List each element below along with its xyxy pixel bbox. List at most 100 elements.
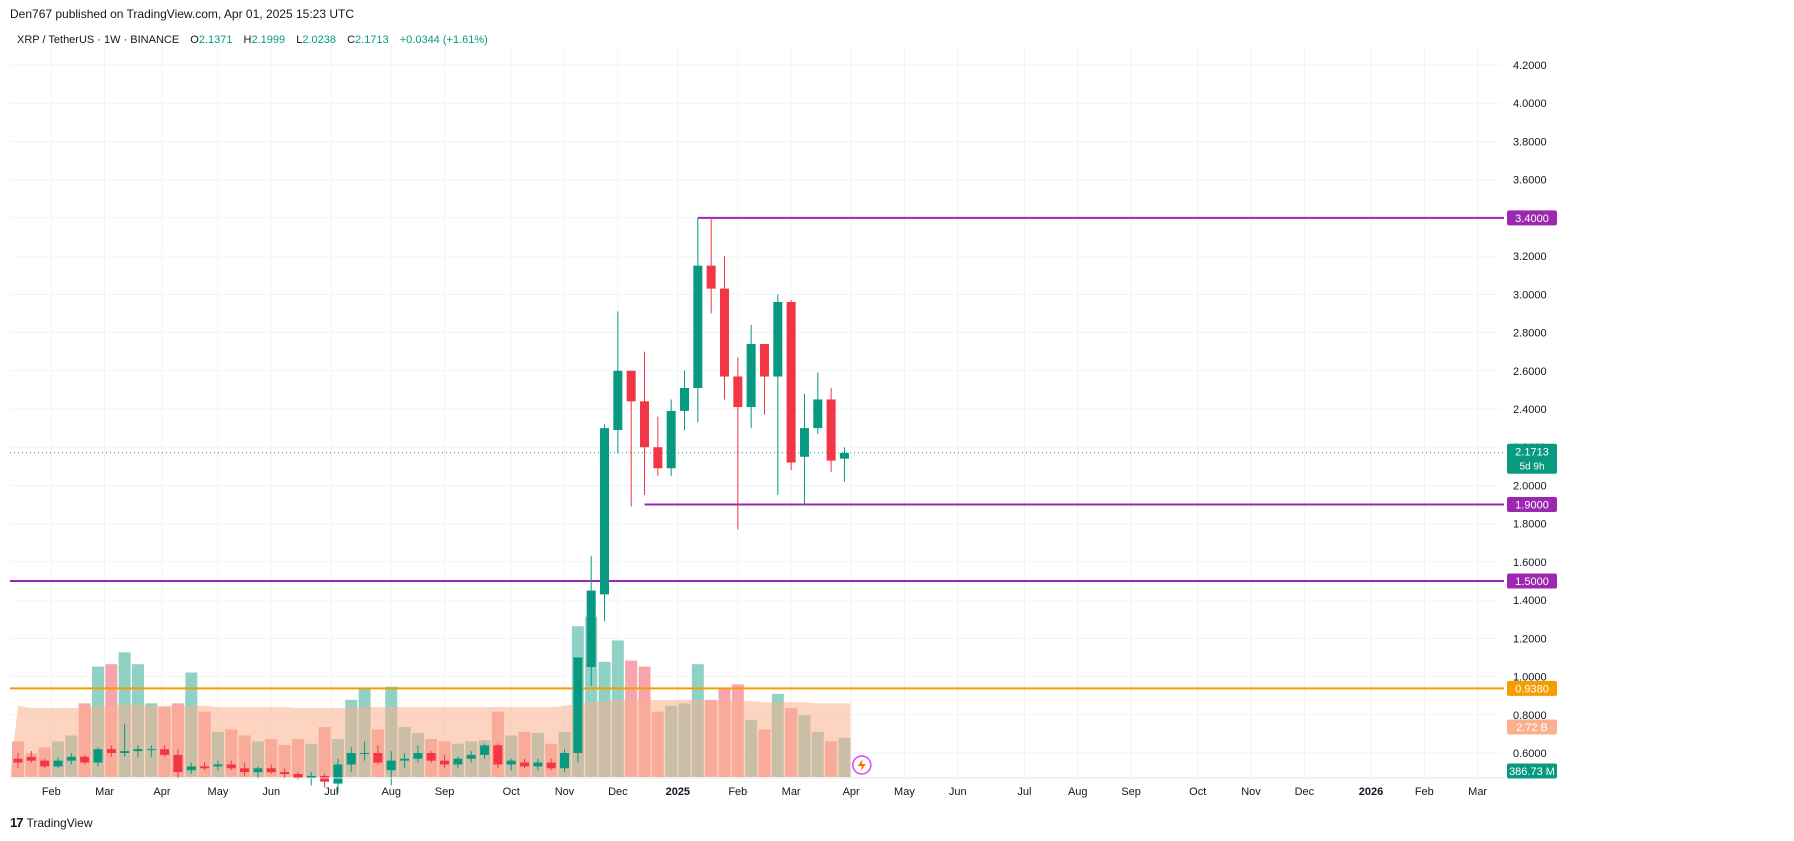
candle-body: [813, 399, 823, 429]
candle-body: [293, 774, 303, 778]
x-tick-label: Aug: [1068, 786, 1088, 798]
x-tick-label: Nov: [555, 786, 575, 798]
candle-body: [146, 749, 156, 751]
legend-high-label: H: [243, 34, 252, 46]
candle-body: [453, 758, 463, 765]
time-axis[interactable]: Feb Mar Apr May Jun Jul Aug Sep Oct Nov Dec 2025 Feb…: [10, 777, 1505, 798]
legend-change: +0.0344 (+1.61%): [399, 34, 488, 46]
level-badge-text: 0.9380: [1515, 683, 1549, 695]
horizontal-levels: [10, 216, 1504, 690]
level-badge-text: 1.5000: [1515, 576, 1549, 588]
candle-body: [573, 657, 583, 753]
candle-body: [506, 760, 516, 765]
x-tick-label: May: [208, 786, 229, 798]
candle-body: [680, 387, 689, 411]
candle-body: [200, 766, 210, 769]
y-tick-label: 4.2000: [1513, 60, 1547, 72]
x-tick-label: Apr: [153, 786, 170, 798]
candle-body: [173, 754, 183, 773]
candle-body: [93, 749, 103, 763]
y-tick-label: 1.2000: [1513, 633, 1547, 645]
x-tick-label: Jul: [324, 786, 338, 798]
candle-body: [306, 775, 316, 778]
level-badge-bg: [1507, 210, 1557, 226]
candle-body: [560, 753, 570, 769]
volume-last-badge-bg: [1507, 763, 1557, 779]
candle-body: [826, 399, 836, 461]
candle-body: [413, 753, 423, 759]
lightning-icon[interactable]: [852, 755, 872, 775]
x-tick-label: Sep: [435, 786, 455, 798]
y-tick-label: 3.0000: [1513, 289, 1547, 301]
y-tick-label: 0.6000: [1513, 748, 1547, 760]
candle-body: [280, 772, 290, 775]
legend-symbol[interactable]: XRP / TetherUS · 1W · BINANCE: [17, 34, 180, 46]
candle-body: [440, 760, 450, 765]
candle-body: [346, 753, 356, 765]
candle-body: [653, 447, 663, 469]
candle-body: [626, 370, 636, 402]
y-tick-label: 0.8000: [1513, 710, 1547, 722]
x-tick-label: Mar: [1468, 786, 1487, 798]
publish-header: Den767 published on TradingView.com, Apr…: [10, 7, 355, 21]
x-tick-label: May: [894, 786, 915, 798]
candle-body: [400, 758, 410, 761]
candle-body: [213, 764, 223, 767]
y-tick-label: 2.8000: [1513, 328, 1547, 340]
level-badge-bg: [1507, 497, 1557, 513]
candle-body: [13, 758, 23, 763]
legend-open-label: O: [190, 34, 199, 46]
candle-body: [786, 301, 796, 463]
price-badges: 3.4000 1.9000 1.5000 0.9380 2.1713 5d 9h 2.72 …: [1507, 210, 1557, 779]
candle-body: [799, 428, 809, 457]
candle-body: [160, 749, 170, 755]
candle-body: [373, 753, 383, 763]
candle-body: [546, 762, 556, 769]
candle-body: [746, 344, 756, 408]
x-tick-label: Dec: [608, 786, 628, 798]
candle-body: [586, 590, 596, 667]
volume-ma-badge-text: 2.72 B: [1516, 722, 1548, 734]
y-tick-label: 3.2000: [1513, 251, 1547, 263]
candle-body: [333, 764, 343, 784]
candle-body: [493, 745, 503, 765]
candle-body: [759, 344, 769, 377]
candle-body: [733, 376, 743, 408]
y-tick-label: 1.6000: [1513, 557, 1547, 569]
candle-body: [706, 265, 716, 289]
volume-ma-area: [10, 699, 851, 777]
candle-body: [666, 410, 676, 469]
x-tick-label: 2026: [1359, 786, 1383, 798]
y-tick-label: 4.0000: [1513, 98, 1547, 110]
y-tick-label: 2.6000: [1513, 366, 1547, 378]
candle-body: [106, 749, 116, 753]
volume-ma-badge-bg: [1507, 719, 1557, 735]
current-price-badge-countdown: 5d 9h: [1519, 462, 1544, 473]
x-tick-label: Oct: [1189, 786, 1206, 798]
x-tick-label: Jun: [949, 786, 967, 798]
candle-body: [613, 370, 623, 431]
current-price-badge-text: 2.1713: [1515, 447, 1549, 459]
x-tick-label: Mar: [95, 786, 114, 798]
legend-open-value: 2.1371: [198, 34, 233, 46]
level-badge-text: 1.9000: [1515, 500, 1549, 512]
candle-body: [253, 768, 263, 773]
price-axis[interactable]: 0.6000 0.8000 1.0000 1.2000 1.4000 1.6000 1.80…: [1513, 60, 1547, 760]
current-price-badge-bg: [1507, 443, 1557, 474]
x-tick-label: Feb: [728, 786, 747, 798]
candle-body: [66, 756, 76, 761]
candle-body: [186, 766, 196, 771]
grid-lines: [10, 45, 1500, 777]
candle-body: [80, 756, 90, 763]
candle-body: [600, 428, 610, 595]
footer-brand: 17 TradingView: [10, 815, 93, 830]
y-tick-label: 3.8000: [1513, 136, 1547, 148]
x-tick-label: Feb: [1415, 786, 1434, 798]
candle-body: [53, 760, 63, 767]
candle-body: [226, 764, 236, 769]
x-tick-label: Feb: [42, 786, 61, 798]
candle-body: [533, 762, 543, 767]
candle-body: [480, 745, 490, 755]
x-tick-label: Jul: [1017, 786, 1031, 798]
